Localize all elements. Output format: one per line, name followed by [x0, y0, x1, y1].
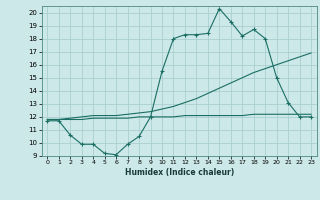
- X-axis label: Humidex (Indice chaleur): Humidex (Indice chaleur): [124, 168, 234, 177]
